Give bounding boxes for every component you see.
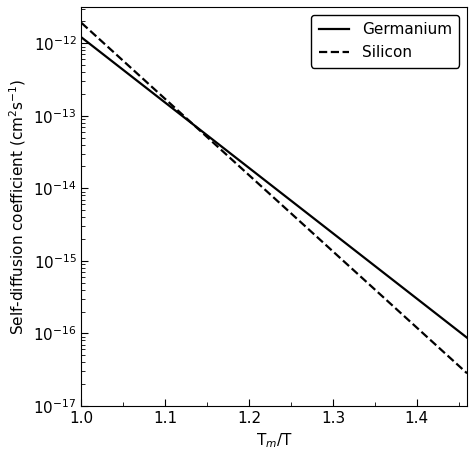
Silicon bbox=[262, 186, 267, 192]
Legend: Germanium, Silicon: Germanium, Silicon bbox=[311, 15, 459, 68]
Y-axis label: Self-diffusion coefficient (cm$^2$s$^{-1}$): Self-diffusion coefficient (cm$^2$s$^{-1… bbox=[7, 78, 27, 335]
Germanium bbox=[308, 213, 314, 219]
Line: Silicon: Silicon bbox=[82, 23, 467, 373]
Germanium bbox=[464, 335, 470, 340]
Germanium bbox=[262, 177, 267, 183]
Germanium bbox=[455, 328, 461, 333]
Silicon bbox=[79, 20, 84, 26]
Silicon bbox=[264, 189, 270, 194]
Germanium bbox=[395, 281, 401, 287]
Silicon bbox=[455, 362, 461, 367]
Germanium bbox=[264, 179, 270, 185]
Silicon bbox=[464, 371, 470, 376]
Silicon bbox=[395, 308, 401, 313]
Silicon bbox=[287, 210, 293, 215]
Silicon bbox=[308, 228, 314, 234]
Line: Germanium: Germanium bbox=[82, 37, 467, 338]
Germanium bbox=[287, 197, 293, 202]
Germanium bbox=[79, 35, 84, 40]
X-axis label: T$_m$/T: T$_m$/T bbox=[256, 431, 292, 450]
